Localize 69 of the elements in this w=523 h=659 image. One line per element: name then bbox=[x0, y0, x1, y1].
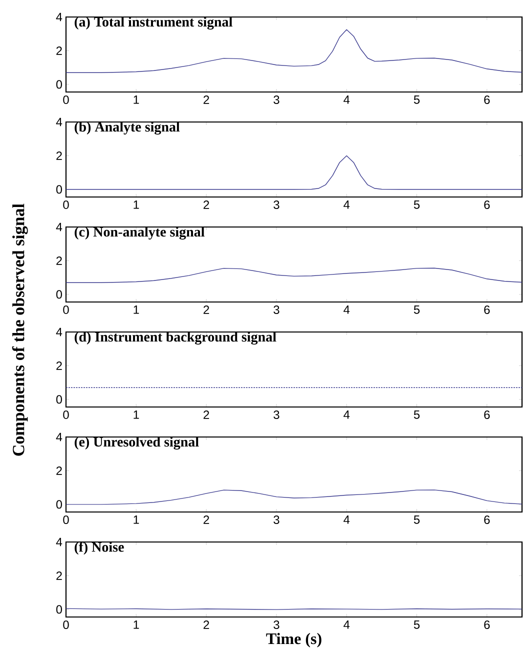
x-tick-label: 0 bbox=[63, 410, 69, 420]
y-tick-label: 0 bbox=[56, 80, 62, 89]
y-tick-label: 0 bbox=[56, 290, 62, 299]
y-tick-label: 0 bbox=[56, 605, 62, 614]
y-tick-label: 0 bbox=[56, 185, 62, 194]
x-tick-label: 4 bbox=[344, 620, 350, 629]
y-tick-label: 2 bbox=[56, 46, 62, 55]
x-tick-label: 2 bbox=[204, 306, 210, 314]
x-tick-label: 6 bbox=[484, 516, 490, 524]
x-tick-label: 0 bbox=[63, 306, 69, 314]
y-tick-label: 4 bbox=[56, 538, 62, 546]
chart-title: (f) Noise bbox=[74, 542, 124, 555]
x-tick-label: 4 bbox=[344, 516, 350, 524]
x-axis-title: Time (s) bbox=[266, 632, 322, 648]
y-tick-label: 4 bbox=[56, 118, 62, 126]
chart-title: (d) Instrument background signal bbox=[74, 332, 276, 345]
x-tick-label: 5 bbox=[414, 96, 420, 104]
x-tick-label: 0 bbox=[63, 200, 69, 210]
x-tick-label: 6 bbox=[484, 96, 490, 104]
line-series bbox=[66, 155, 522, 190]
y-tick-label: 0 bbox=[56, 500, 62, 509]
chart-title: (b) Analyte signal bbox=[74, 122, 180, 135]
x-tick-label: 0 bbox=[63, 620, 69, 630]
x-tick-label: 6 bbox=[484, 620, 490, 630]
x-tick-label: 2 bbox=[204, 410, 210, 419]
x-tick-label: 5 bbox=[414, 200, 420, 209]
y-tick-label: 2 bbox=[56, 362, 62, 370]
chart-title: (c) Non-analyte signal bbox=[74, 226, 205, 240]
x-tick-label: 1 bbox=[134, 200, 139, 209]
x-tick-label: 5 bbox=[414, 516, 420, 524]
x-tick-label: 1 bbox=[134, 96, 139, 104]
x-tick-label: 3 bbox=[274, 96, 280, 104]
x-tick-label: 4 bbox=[344, 410, 350, 419]
x-tick-label: 5 bbox=[414, 306, 420, 314]
x-tick-label: 3 bbox=[274, 306, 280, 314]
y-tick-label: 4 bbox=[56, 328, 62, 336]
y-tick-label: 0 bbox=[56, 395, 62, 404]
y-axis-title: Components of the observed signal bbox=[12, 204, 28, 456]
x-tick-label: 5 bbox=[414, 620, 420, 629]
x-tick-label: 2 bbox=[204, 516, 210, 524]
x-tick-label: 1 bbox=[134, 410, 139, 419]
x-tick-label: 4 bbox=[344, 96, 350, 104]
x-tick-label: 3 bbox=[274, 410, 280, 420]
y-tick-label: 4 bbox=[56, 222, 62, 232]
x-tick-label: 0 bbox=[63, 516, 69, 524]
x-tick-label: 0 bbox=[63, 96, 69, 104]
x-tick-label: 1 bbox=[134, 620, 139, 629]
x-tick-label: 4 bbox=[344, 306, 350, 314]
x-tick-label: 1 bbox=[134, 306, 139, 314]
y-tick-label: 2 bbox=[56, 466, 62, 475]
x-tick-label: 3 bbox=[274, 620, 280, 630]
x-tick-label: 3 bbox=[274, 516, 280, 524]
x-tick-label: 1 bbox=[134, 516, 139, 524]
x-tick-label: 2 bbox=[204, 620, 210, 629]
x-tick-label: 6 bbox=[484, 200, 490, 210]
x-tick-label: 4 bbox=[344, 200, 350, 209]
x-tick-label: 6 bbox=[484, 306, 490, 314]
x-tick-label: 2 bbox=[204, 200, 210, 209]
y-tick-label: 2 bbox=[56, 152, 62, 160]
y-tick-label: 4 bbox=[56, 432, 62, 442]
chart-title: (a) Total instrument signal bbox=[74, 16, 232, 30]
x-tick-label: 6 bbox=[484, 410, 490, 420]
y-tick-label: 2 bbox=[56, 572, 62, 580]
y-tick-label: 2 bbox=[56, 256, 62, 265]
x-tick-label: 2 bbox=[204, 96, 210, 104]
x-tick-label: 3 bbox=[274, 200, 280, 210]
y-tick-label: 4 bbox=[56, 12, 62, 22]
chart-title: (e) Unresolved signal bbox=[74, 436, 199, 450]
x-tick-label: 5 bbox=[414, 410, 420, 419]
